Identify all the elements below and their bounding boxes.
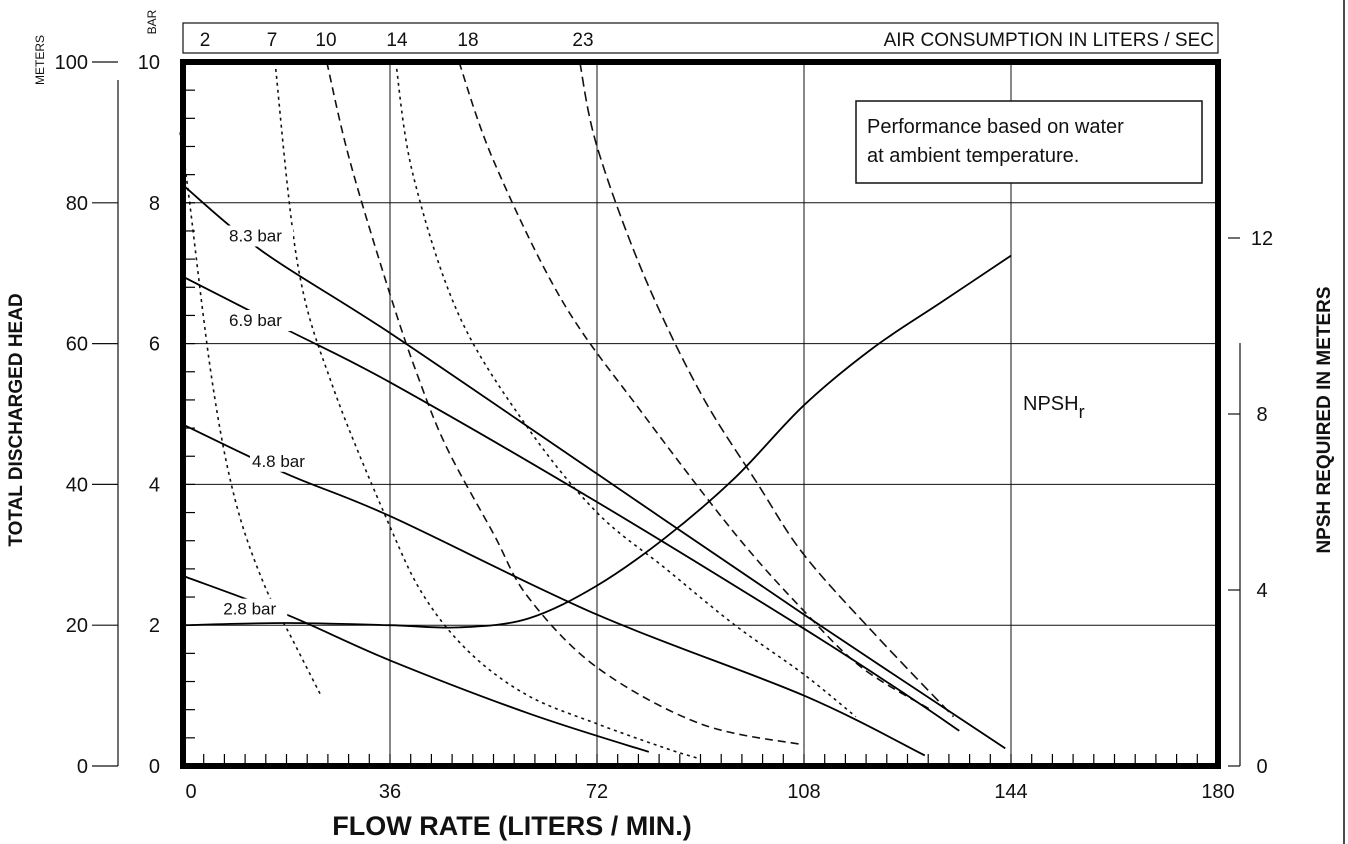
air-consumption-label: 23 bbox=[572, 30, 593, 51]
npsh-curve-group bbox=[182, 254, 1012, 629]
bar-tick-label: 6 bbox=[149, 334, 160, 356]
air-curve-14 bbox=[395, 61, 857, 718]
bar-tick-label: 2 bbox=[149, 615, 160, 637]
note-box bbox=[855, 100, 1203, 184]
pressure-curve-6.9-bar bbox=[182, 275, 960, 732]
bar-tick-label: 8 bbox=[149, 193, 160, 215]
meters-tick-label: 80 bbox=[66, 193, 88, 215]
air-curve-2 bbox=[179, 132, 322, 696]
note-line-1: Performance based on water bbox=[867, 116, 1124, 138]
meters-tick-label: 40 bbox=[66, 474, 88, 496]
air-curve-10 bbox=[326, 61, 805, 746]
npsh-tick-label: 12 bbox=[1251, 228, 1273, 250]
pressure-label-backing bbox=[227, 225, 293, 247]
air-consumption-header-box bbox=[182, 22, 1219, 54]
air-curve-23 bbox=[579, 61, 955, 718]
pressure-label-backing bbox=[250, 450, 316, 472]
plot-frame bbox=[180, 59, 1221, 769]
left-axis-ticks: 0 20 40 60 80 100 0 2 4 6 8 10 bbox=[55, 52, 160, 778]
note-line-2: at ambient temperature. bbox=[867, 145, 1079, 167]
x-tick-label: 72 bbox=[586, 781, 608, 803]
meters-tick-label: 20 bbox=[66, 615, 88, 637]
right-axis-ticks: 0 4 8 12 bbox=[1228, 228, 1273, 778]
meters-unit-label: METERS bbox=[33, 35, 47, 85]
x-tick-label: 0 bbox=[185, 781, 196, 803]
pressure-curve-labels: 8.3 bar 6.9 bar 4.8 bar 2.8 bar bbox=[221, 225, 316, 620]
bar-unit-label: BAR bbox=[145, 9, 159, 34]
air-consumption-labels: 2 7 10 14 18 23 bbox=[200, 30, 594, 51]
air-consumption-label: 18 bbox=[457, 30, 478, 51]
npsh-label-sub: r bbox=[1079, 402, 1085, 422]
air-consumption-curves bbox=[179, 61, 955, 760]
npsh-tick-label: 4 bbox=[1256, 580, 1267, 602]
bar-tick-label: 0 bbox=[149, 756, 160, 778]
x-tick-label: 108 bbox=[787, 781, 820, 803]
air-consumption-title: AIR CONSUMPTION IN LITERS / SEC bbox=[884, 30, 1214, 51]
meters-tick-label: 0 bbox=[77, 756, 88, 778]
npsh-label-main: NPSH bbox=[1023, 393, 1079, 415]
air-consumption-label: 2 bbox=[200, 30, 211, 51]
air-curve-7 bbox=[274, 61, 701, 760]
pressure-label-backing bbox=[227, 310, 293, 331]
pressure-curve-4.8-bar bbox=[182, 423, 926, 757]
left-axis-title: TOTAL DISCHARGED HEAD bbox=[6, 293, 27, 546]
x-tick-label: 36 bbox=[379, 781, 401, 803]
air-consumption-label: 10 bbox=[315, 30, 336, 51]
pressure-curve-label: 6.9 bar bbox=[229, 311, 282, 330]
pressure-curves bbox=[182, 184, 1006, 757]
x-axis-ticks: 0 36 72 108 144 180 bbox=[185, 781, 1234, 803]
minor-ticks bbox=[186, 89, 1219, 763]
pressure-curve-label: 4.8 bar bbox=[252, 452, 305, 471]
meters-tick-label: 60 bbox=[66, 334, 88, 356]
bar-tick-label: 4 bbox=[149, 474, 160, 496]
pressure-curve-label: 8.3 bar bbox=[229, 227, 282, 246]
meters-tick-label: 100 bbox=[55, 52, 88, 74]
pressure-curve-8.3-bar bbox=[182, 184, 1006, 750]
right-axis-title: NPSH REQUIRED IN METERS bbox=[1314, 286, 1335, 553]
npsh-label: NPSHr bbox=[1023, 393, 1085, 422]
npsh-tick-label: 8 bbox=[1256, 404, 1267, 426]
air-consumption-label: 7 bbox=[267, 30, 278, 51]
pressure-curve-label: 2.8 bar bbox=[223, 600, 276, 619]
x-tick-label: 144 bbox=[994, 781, 1027, 803]
x-tick-label: 180 bbox=[1201, 781, 1234, 803]
bar-tick-label: 10 bbox=[138, 52, 160, 74]
air-curve-18 bbox=[458, 61, 931, 711]
npsh-tick-label: 0 bbox=[1256, 756, 1267, 778]
pressure-label-backing bbox=[221, 598, 288, 620]
npsh-curve bbox=[182, 254, 1012, 629]
x-axis-title: FLOW RATE (LITERS / MIN.) bbox=[332, 811, 691, 841]
air-consumption-label: 14 bbox=[386, 30, 408, 51]
